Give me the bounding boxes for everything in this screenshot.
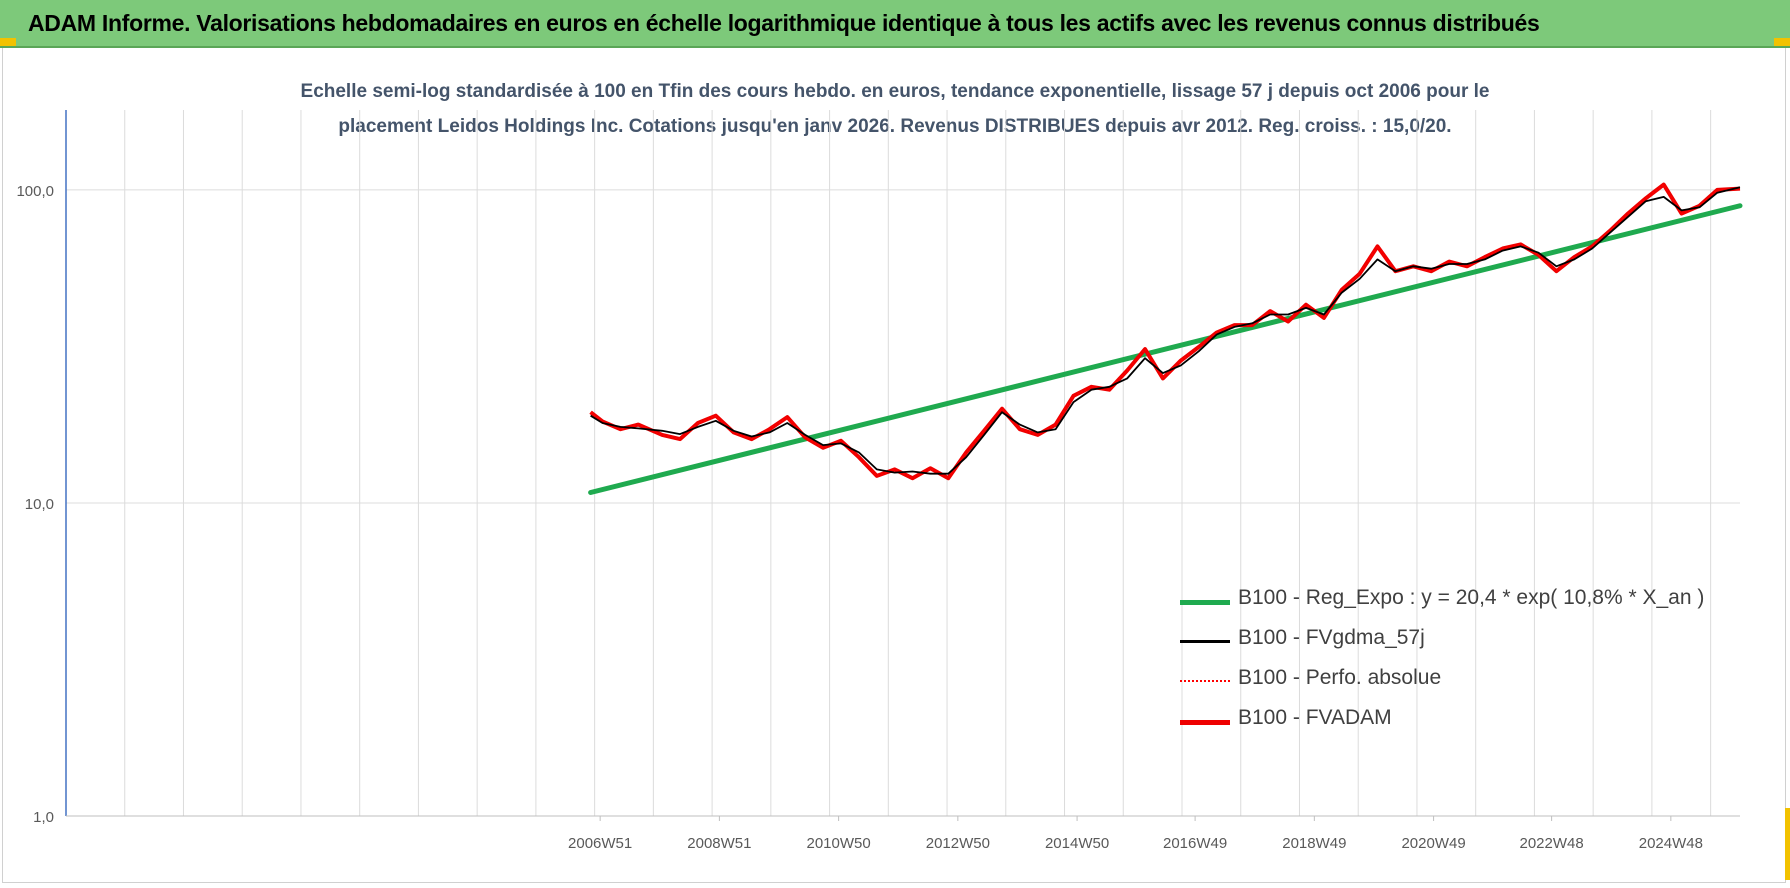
legend-swatch-perfo (1180, 680, 1230, 682)
window-title: ADAM Informe. Valorisations hebdomadaire… (28, 10, 1540, 36)
x-tick-label: 2020W49 (1401, 835, 1465, 852)
x-tick-label: 2008W51 (687, 835, 751, 852)
x-tick-label: 2012W50 (926, 835, 990, 852)
y-tick-label: 1,0 (33, 809, 54, 826)
chart-title: Echelle semi-log standardisée à 100 en T… (0, 74, 1790, 144)
x-tick-label: 2006W51 (568, 835, 632, 852)
x-tick-label: 2024W48 (1639, 835, 1703, 852)
chart-title-line-1: Echelle semi-log standardisée à 100 en T… (300, 81, 1490, 102)
chart-frame (2, 48, 1786, 883)
series-line-dotted (590, 183, 1741, 480)
series-line-regression (588, 203, 1743, 495)
legend-label-perfo: B100 - Perfo. absolue (1238, 666, 1442, 689)
legend-swatch-reg-expo (1180, 600, 1230, 605)
x-tick-label: 2016W49 (1163, 835, 1227, 852)
legend-swatch-fvadam (1180, 720, 1230, 725)
title-banner: ADAM Informe. Valorisations hebdomadaire… (0, 0, 1790, 48)
x-tick-label: 2014W50 (1045, 835, 1109, 852)
x-tick-label: 2018W49 (1282, 835, 1346, 852)
legend-label-fvadam: B100 - FVADAM (1238, 706, 1392, 729)
legend-swatch-fvgdma (1180, 640, 1230, 643)
corner-marker-right (1774, 38, 1790, 46)
y-tick-label: 10,0 (25, 496, 54, 513)
corner-marker-left (0, 38, 16, 46)
series-line-smoothed (590, 186, 1741, 475)
legend-label-fvgdma: B100 - FVgdma_57j (1238, 626, 1425, 649)
side-marker (1785, 808, 1790, 880)
x-tick-label: 2010W50 (807, 835, 871, 852)
chart-title-line-2: placement Leidos Holdings Inc. Cotations… (338, 116, 1452, 137)
x-tick-label: 2022W48 (1520, 835, 1584, 852)
legend-label-reg-expo: B100 - Reg_Expo : y = 20,4 * exp( 10,8% … (1238, 586, 1705, 609)
y-tick-label: 100,0 (16, 183, 54, 200)
